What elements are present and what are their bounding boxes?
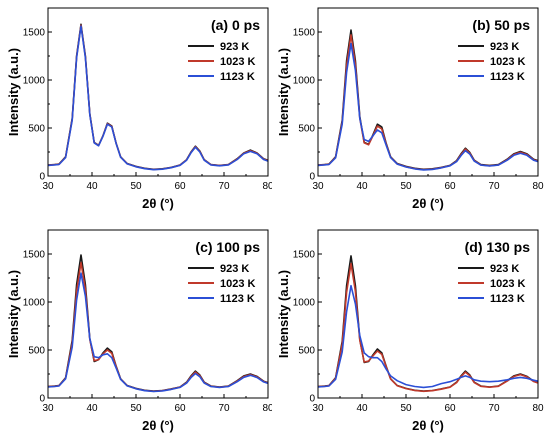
chart-a: 30 40 50 60 70 80 0 500 1000 1500 2θ (°) Intensity … <box>6 7 274 211</box>
x-tick-label: 60 <box>444 403 456 414</box>
chart-c: 30 40 50 60 70 80 0 500 1000 1500 2θ (°) Intensity … <box>6 229 274 433</box>
series-line-d-2 <box>317 284 539 389</box>
x-tick-label: 80 <box>532 403 544 414</box>
y-tick-label: 1000 <box>23 76 46 87</box>
x-axis-label: 2θ (°) <box>142 418 174 433</box>
x-tick-label: 30 <box>312 181 324 192</box>
x-tick-label: 80 <box>262 403 272 414</box>
y-axis-label: Intensity (a.u.) <box>276 48 291 136</box>
x-tick-label: 60 <box>174 181 186 192</box>
chart-b: 30 40 50 60 70 80 0 500 1000 1500 2θ (°) Intensity … <box>276 7 544 211</box>
panel-title: (d) 130 ps <box>465 239 531 255</box>
x-tick-label: 70 <box>218 181 230 192</box>
legend-label: 1123 K <box>490 71 525 83</box>
x-tick-label: 30 <box>312 403 324 414</box>
y-tick-label: 500 <box>298 124 315 135</box>
x-tick-label: 50 <box>130 403 142 414</box>
panel-d: 30 40 50 60 70 80 0 500 1000 1500 2θ (°) Intensity … <box>270 222 548 447</box>
panel-title: (b) 50 ps <box>472 17 530 33</box>
x-tick-label: 60 <box>174 403 186 414</box>
x-axis-label: 2θ (°) <box>142 196 174 211</box>
y-tick-label: 1000 <box>293 298 316 309</box>
y-tick-label: 500 <box>28 124 45 135</box>
panel-a: 30 40 50 60 70 80 0 500 1000 1500 2θ (°) Intensity … <box>0 0 274 227</box>
panel-c: 30 40 50 60 70 80 0 500 1000 1500 2θ (°) Intensity … <box>0 222 274 447</box>
legend-label: 1023 K <box>490 56 526 68</box>
panel-title: (a) 0 ps <box>211 17 260 33</box>
chart-d: 30 40 50 60 70 80 0 500 1000 1500 2θ (°) Intensity … <box>276 229 544 433</box>
series-line-b-2 <box>317 42 539 171</box>
x-tick-label: 60 <box>444 181 456 192</box>
x-tick-label: 40 <box>356 181 368 192</box>
x-tick-label: 50 <box>130 181 142 192</box>
y-axis-label: Intensity (a.u.) <box>276 270 291 358</box>
legend-label: 1123 K <box>220 293 255 305</box>
y-tick-label: 1000 <box>23 298 46 309</box>
y-tick-label: 1500 <box>23 250 46 261</box>
x-tick-label: 80 <box>532 181 544 192</box>
y-tick-label: 1500 <box>293 28 316 39</box>
y-tick-label: 1000 <box>293 76 316 87</box>
plot-frame-a <box>47 7 269 177</box>
x-tick-label: 30 <box>42 181 54 192</box>
x-axis-label: 2θ (°) <box>412 418 444 433</box>
series-line-a-2 <box>47 25 269 171</box>
series-line-d-1 <box>317 262 539 393</box>
series-line-c-2 <box>47 272 269 393</box>
y-axis-label: Intensity (a.u.) <box>6 270 21 358</box>
x-tick-label: 30 <box>42 403 54 414</box>
y-tick-label: 0 <box>309 172 315 183</box>
x-tick-label: 80 <box>262 181 272 192</box>
series-line-d-0 <box>317 255 539 392</box>
x-tick-label: 40 <box>86 181 98 192</box>
panel-b: 30 40 50 60 70 80 0 500 1000 1500 2θ (°) Intensity … <box>270 0 548 227</box>
legend-label: 1023 K <box>220 278 256 290</box>
x-tick-label: 70 <box>218 403 230 414</box>
x-axis-label: 2θ (°) <box>412 196 444 211</box>
legend-label: 1023 K <box>490 278 526 290</box>
legend-label: 923 K <box>220 41 249 53</box>
y-tick-label: 0 <box>39 394 45 405</box>
y-axis-label: Intensity (a.u.) <box>6 48 21 136</box>
x-tick-label: 50 <box>400 403 412 414</box>
x-tick-label: 40 <box>86 403 98 414</box>
legend-label: 1023 K <box>220 56 256 68</box>
y-tick-label: 0 <box>39 172 45 183</box>
legend-label: 923 K <box>490 41 519 53</box>
legend-label: 923 K <box>220 263 249 275</box>
y-tick-label: 1500 <box>23 28 46 39</box>
y-tick-label: 500 <box>28 346 45 357</box>
x-tick-label: 70 <box>488 403 500 414</box>
legend-label: 1123 K <box>220 71 255 83</box>
panel-title: (c) 100 ps <box>195 239 260 255</box>
legend-label: 923 K <box>490 263 519 275</box>
x-tick-label: 50 <box>400 181 412 192</box>
y-tick-label: 0 <box>309 394 315 405</box>
x-tick-label: 70 <box>488 181 500 192</box>
y-tick-label: 500 <box>298 346 315 357</box>
x-tick-label: 40 <box>356 403 368 414</box>
legend-label: 1123 K <box>490 293 525 305</box>
y-tick-label: 1500 <box>293 250 316 261</box>
